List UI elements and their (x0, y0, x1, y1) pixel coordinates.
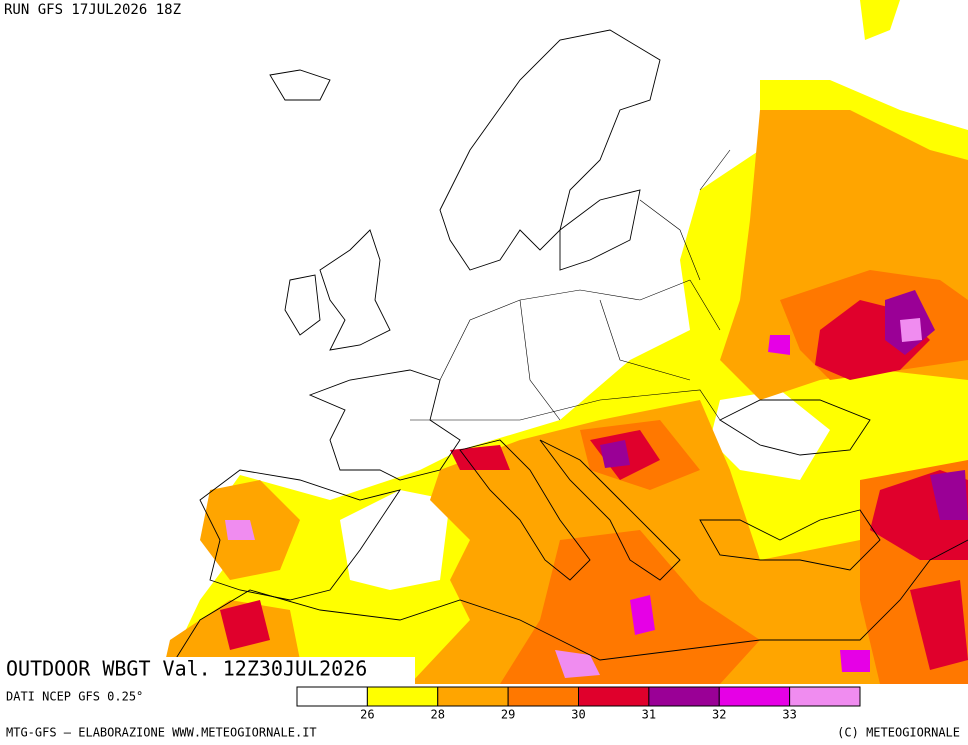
wbgt-area (900, 318, 922, 342)
data-source: DATI NCEP GFS 0.25° (6, 690, 143, 704)
legend-label: 28 (431, 708, 445, 722)
legend: 26 28 29 30 31 32 33 (296, 686, 861, 722)
coastline (459, 439, 591, 581)
map-title: OUTDOOR WBGT Val. 12Z30JUL2026 (6, 657, 367, 681)
wbgt-area (500, 530, 760, 684)
credit: MTG-GFS — ELABORAZIONE WWW.METEOGIORNALE… (6, 726, 317, 740)
coastline (159, 539, 968, 685)
wbgt-area (710, 390, 830, 480)
legend-swatch (648, 686, 720, 707)
legend-label: 26 (360, 708, 374, 722)
title-box (0, 657, 415, 684)
copyright: (C) METEOGIORNALE (837, 726, 960, 740)
coastline (699, 509, 881, 571)
coastline (199, 469, 402, 601)
wbgt-area (840, 650, 870, 672)
wbgt-area (225, 520, 255, 540)
wbgt-area (768, 335, 790, 355)
wbgt-area (860, 0, 900, 40)
wbgt-area (220, 600, 270, 650)
wbgt-area (340, 490, 450, 590)
legend-swatch (437, 686, 509, 707)
wbgt-area (630, 595, 655, 635)
legend-swatch (366, 686, 439, 707)
coastline (559, 189, 641, 271)
legend-label: 33 (782, 708, 796, 722)
coastline (269, 69, 331, 101)
coastline (284, 274, 321, 336)
coastline (439, 29, 661, 271)
legend-swatch (296, 686, 368, 707)
legend-label: 29 (501, 708, 515, 722)
legend-swatch (718, 686, 791, 707)
border (410, 149, 731, 421)
coastline (539, 439, 681, 581)
wbgt-area (600, 440, 630, 468)
coastline (308, 369, 461, 481)
coastline (319, 229, 391, 351)
wbgt-area (910, 580, 968, 670)
legend-label: 31 (642, 708, 656, 722)
legend-label: 30 (571, 708, 585, 722)
map (159, 0, 968, 685)
legend-swatch (578, 686, 650, 707)
legend-swatch (789, 686, 861, 707)
coastline (719, 399, 871, 456)
wbgt-area (555, 650, 600, 678)
wbgt-area (450, 445, 510, 470)
run-label: RUN GFS 17JUL2026 18Z (4, 2, 181, 18)
legend-swatch (507, 686, 579, 707)
legend-label: 32 (712, 708, 726, 722)
wbgt-area (930, 470, 968, 520)
